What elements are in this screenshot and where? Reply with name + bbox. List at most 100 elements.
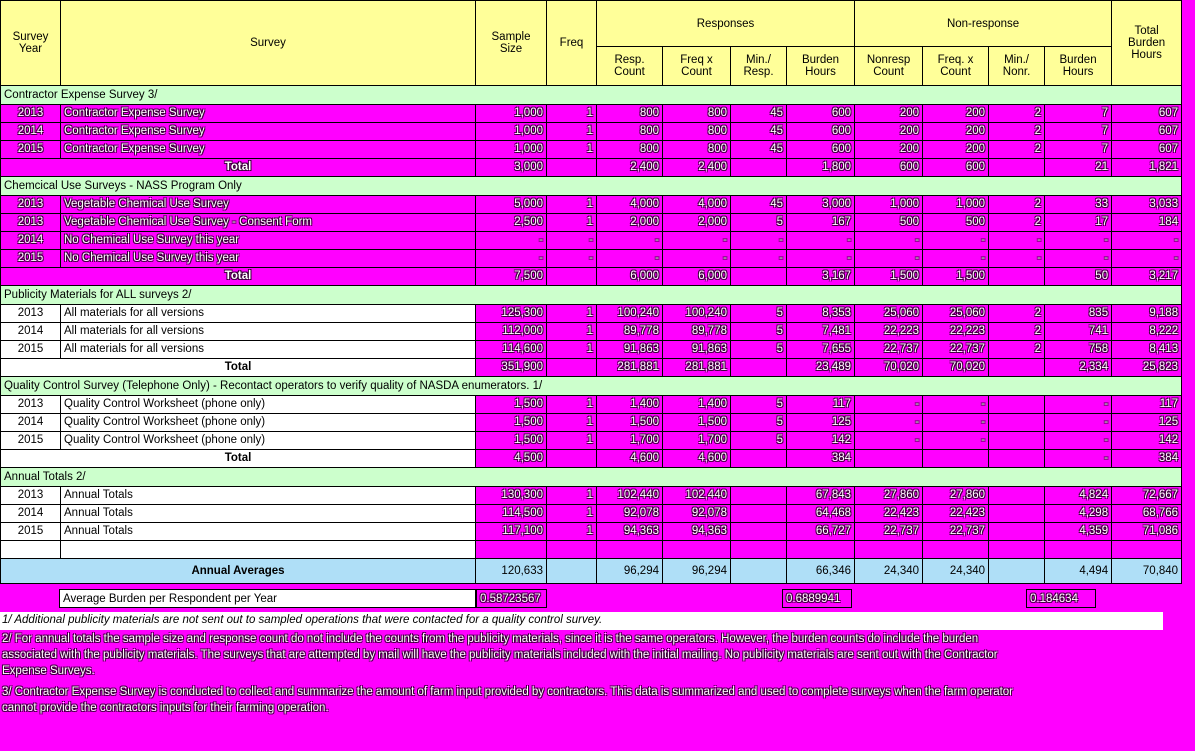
cell-sample-size[interactable]: 2,500 xyxy=(475,213,547,232)
cell-freq[interactable]: - xyxy=(546,231,597,250)
cell-total-burden-hours[interactable]: 68,766 xyxy=(1111,504,1183,523)
cell-survey-year[interactable]: 2015 xyxy=(0,522,61,541)
cell-min-resp[interactable]: 5 xyxy=(730,413,787,432)
cell-survey-name[interactable]: Vegetable Chemical Use Survey xyxy=(60,195,476,214)
cell-total-burden-hours[interactable]: 607 xyxy=(1111,140,1183,159)
cell-nr-freq-x-count[interactable]: - xyxy=(922,413,990,432)
cell-nonresp-count[interactable]: - xyxy=(854,413,924,432)
cell-nr-freq-x-count[interactable]: 22,737 xyxy=(922,522,990,541)
cell-survey-name[interactable]: Contractor Expense Survey xyxy=(60,140,476,159)
cell-min-resp[interactable]: 5 xyxy=(730,340,787,359)
cell-resp-count[interactable] xyxy=(596,540,663,559)
cell-min-resp[interactable]: 45 xyxy=(730,104,787,123)
cell-resp-count[interactable]: 100,240 xyxy=(596,304,663,323)
cell-min-resp[interactable]: 45 xyxy=(730,122,787,141)
table-row[interactable] xyxy=(0,540,1183,559)
cell-survey-name[interactable]: Annual Totals xyxy=(60,522,476,541)
cell-nr-burden-hours[interactable] xyxy=(1044,540,1113,559)
cell-nr-burden-hours[interactable]: 17 xyxy=(1044,213,1113,232)
cell-freq[interactable]: 1 xyxy=(546,322,597,341)
cell-nr-freq-x-count[interactable]: 200 xyxy=(922,104,990,123)
table-row[interactable]: 2013 Quality Control Worksheet (phone onl… xyxy=(0,395,1183,414)
cell-burden-hours[interactable]: 167 xyxy=(785,213,856,232)
cell-nr-burden-hours[interactable]: 7 xyxy=(1044,122,1113,141)
cell-survey-name[interactable]: No Chemical Use Survey this year xyxy=(60,231,476,250)
cell-nr-freq-x-count[interactable]: 25,060 xyxy=(922,304,990,323)
cell-survey-name[interactable]: Vegetable Chemical Use Survey - Consent … xyxy=(60,213,476,232)
cell-survey-name[interactable]: All materials for all versions xyxy=(60,322,476,341)
cell-nonresp-count[interactable]: 1,000 xyxy=(854,195,924,214)
cell-freq-x-count[interactable]: 1,500 xyxy=(662,413,731,432)
cell-survey-year[interactable]: 2014 xyxy=(0,231,61,250)
cell-min-resp[interactable]: 5 xyxy=(730,322,787,341)
cell-sample-size[interactable]: 125,300 xyxy=(475,304,547,323)
cell-total-burden-hours[interactable]: 8,222 xyxy=(1111,322,1183,341)
cell-nr-burden-hours[interactable]: 7 xyxy=(1044,104,1113,123)
cell-freq-x-count[interactable] xyxy=(662,540,731,559)
cell-burden-hours[interactable]: 67,843 xyxy=(785,486,856,505)
cell-resp-count[interactable]: 800 xyxy=(596,122,663,141)
cell-nr-freq-x-count[interactable]: 500 xyxy=(922,213,990,232)
table-row[interactable]: 2015 Contractor Expense Survey 1,000 1 800 80… xyxy=(0,140,1183,159)
cell-burden-hours[interactable]: 142 xyxy=(785,431,856,450)
cell-total-burden-hours[interactable]: 72,667 xyxy=(1111,486,1183,505)
cell-min-resp[interactable]: 5 xyxy=(730,304,787,323)
cell-nonresp-count[interactable]: - xyxy=(854,395,924,414)
table-row[interactable]: 2013 Contractor Expense Survey 1,000 1 800 80… xyxy=(0,104,1183,123)
cell-nonresp-count[interactable]: 27,860 xyxy=(854,486,924,505)
cell-resp-count[interactable]: 1,700 xyxy=(596,431,663,450)
cell-nr-freq-x-count[interactable]: - xyxy=(922,395,990,414)
cell-freq-x-count[interactable]: 800 xyxy=(662,140,731,159)
cell-total-burden-hours[interactable]: 142 xyxy=(1111,431,1183,450)
cell-sample-size[interactable]: 114,500 xyxy=(475,504,547,523)
cell-resp-count[interactable]: 91,863 xyxy=(596,340,663,359)
cell-freq-x-count[interactable]: 2,000 xyxy=(662,213,731,232)
cell-nr-burden-hours[interactable]: - xyxy=(1044,249,1113,268)
cell-freq[interactable]: 1 xyxy=(546,486,597,505)
cell-freq[interactable]: - xyxy=(546,249,597,268)
cell-min-resp[interactable]: - xyxy=(730,231,787,250)
cell-nr-freq-x-count[interactable]: 22,223 xyxy=(922,322,990,341)
cell-freq[interactable]: 1 xyxy=(546,122,597,141)
cell-sample-size[interactable]: 1,000 xyxy=(475,122,547,141)
cell-sample-size[interactable] xyxy=(475,540,547,559)
cell-nr-burden-hours[interactable]: - xyxy=(1044,431,1113,450)
table-row[interactable]: 2015 Quality Control Worksheet (phone onl… xyxy=(0,431,1183,450)
cell-survey-year[interactable] xyxy=(0,540,61,559)
cell-min-nonr[interactable]: 2 xyxy=(988,140,1046,159)
cell-survey-year[interactable]: 2013 xyxy=(0,213,61,232)
cell-nr-burden-hours[interactable]: 4,298 xyxy=(1044,504,1113,523)
cell-min-nonr[interactable] xyxy=(988,522,1046,541)
cell-burden-hours[interactable]: 64,468 xyxy=(785,504,856,523)
cell-freq-x-count[interactable]: 1,400 xyxy=(662,395,731,414)
cell-nonresp-count[interactable]: 25,060 xyxy=(854,304,924,323)
cell-resp-count[interactable]: 800 xyxy=(596,104,663,123)
cell-survey-name[interactable]: All materials for all versions xyxy=(60,340,476,359)
cell-resp-count[interactable]: 4,000 xyxy=(596,195,663,214)
cell-burden-hours[interactable]: 7,655 xyxy=(785,340,856,359)
cell-nonresp-count[interactable]: - xyxy=(854,431,924,450)
cell-freq-x-count[interactable]: 800 xyxy=(662,104,731,123)
cell-burden-hours[interactable]: 8,353 xyxy=(785,304,856,323)
cell-freq[interactable]: 1 xyxy=(546,104,597,123)
cell-sample-size[interactable]: 1,500 xyxy=(475,413,547,432)
cell-freq-x-count[interactable]: 91,863 xyxy=(662,340,731,359)
cell-survey-year[interactable]: 2013 xyxy=(0,304,61,323)
cell-resp-count[interactable]: 1,400 xyxy=(596,395,663,414)
cell-resp-count[interactable]: 102,440 xyxy=(596,486,663,505)
cell-freq[interactable]: 1 xyxy=(546,304,597,323)
cell-min-resp[interactable] xyxy=(730,522,787,541)
cell-survey-year[interactable]: 2015 xyxy=(0,140,61,159)
cell-nr-freq-x-count[interactable]: - xyxy=(922,249,990,268)
cell-survey-year[interactable]: 2013 xyxy=(0,486,61,505)
cell-nr-burden-hours[interactable]: 7 xyxy=(1044,140,1113,159)
cell-nr-freq-x-count[interactable]: - xyxy=(922,231,990,250)
cell-burden-hours[interactable]: 66,727 xyxy=(785,522,856,541)
cell-burden-hours[interactable] xyxy=(785,540,856,559)
cell-min-nonr[interactable] xyxy=(988,395,1046,414)
cell-min-nonr[interactable]: 2 xyxy=(988,322,1046,341)
cell-min-resp[interactable] xyxy=(730,540,787,559)
cell-nr-burden-hours[interactable]: 758 xyxy=(1044,340,1113,359)
cell-survey-name[interactable]: Quality Control Worksheet (phone only) xyxy=(60,413,476,432)
cell-resp-count[interactable]: 89,778 xyxy=(596,322,663,341)
